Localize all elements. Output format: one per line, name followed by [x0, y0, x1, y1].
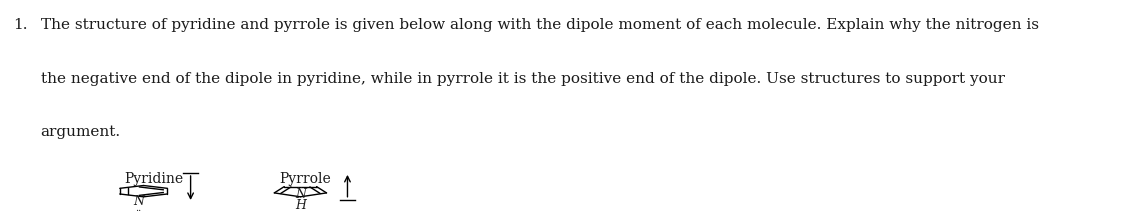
Text: N: N [133, 195, 144, 208]
Text: Pyrrole: Pyrrole [279, 172, 332, 186]
Text: ..: .. [135, 204, 142, 213]
Text: ..: .. [298, 180, 303, 190]
Text: N: N [295, 188, 306, 201]
Text: H: H [295, 199, 306, 212]
Text: The structure of pyridine and pyrrole is given below along with the dipole momen: The structure of pyridine and pyrrole is… [41, 18, 1038, 32]
Text: argument.: argument. [41, 125, 120, 139]
Text: the negative end of the dipole in pyridine, while in pyrrole it is the positive : the negative end of the dipole in pyridi… [41, 72, 1004, 86]
Text: 1.: 1. [14, 18, 27, 32]
Text: Pyridine: Pyridine [124, 172, 183, 186]
